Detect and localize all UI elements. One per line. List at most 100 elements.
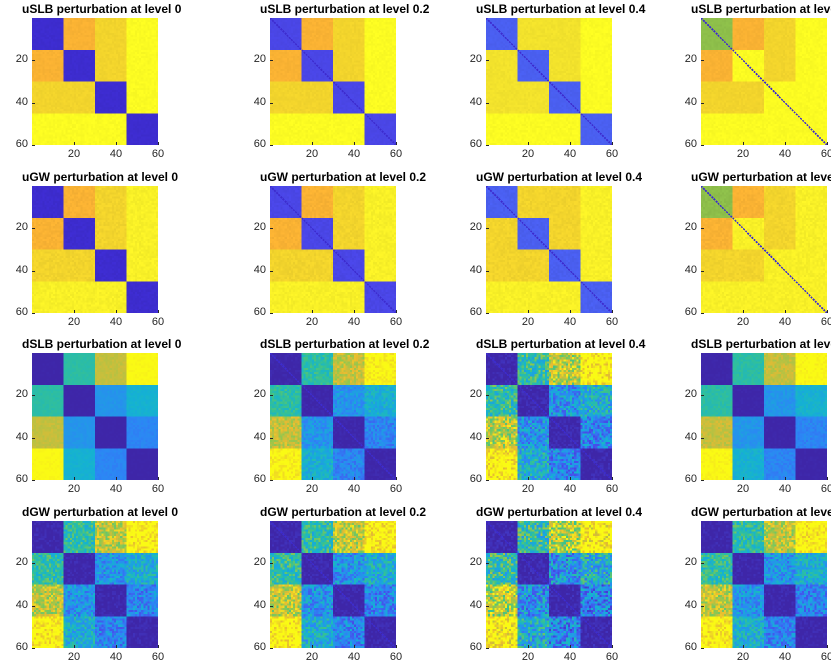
heatmap-cell — [53, 94, 56, 97]
heatmap-cell — [32, 62, 35, 65]
heatmap-cell — [38, 51, 41, 55]
heatmap-cell — [74, 70, 77, 74]
heatmap-cell — [343, 56, 346, 59]
heatmap-cell — [101, 123, 104, 127]
heatmap-cell — [301, 24, 304, 27]
heatmap-cell — [377, 45, 380, 49]
heatmap-cell — [282, 26, 286, 29]
heatmap-cell — [286, 18, 290, 21]
heatmap-cell — [107, 41, 111, 44]
heatmap-cell — [34, 119, 37, 123]
heatmap-cell — [59, 43, 62, 46]
heatmap-cell — [61, 68, 64, 72]
heatmap-cell — [354, 49, 357, 53]
heatmap-cell — [111, 53, 115, 57]
heatmap-cell — [84, 121, 87, 125]
heatmap-cell — [132, 106, 136, 110]
heatmap-cell — [305, 18, 309, 21]
heatmap-cell — [99, 22, 102, 25]
heatmap-cell — [291, 37, 294, 40]
heatmap-cell — [149, 111, 153, 114]
heatmap-cell — [44, 49, 48, 53]
heatmap-cell — [38, 34, 41, 38]
heatmap-cell — [383, 53, 386, 57]
heatmap-cell — [128, 140, 132, 144]
heatmap-cell — [379, 24, 382, 27]
heatmap-cell — [118, 53, 121, 57]
heatmap-cell — [337, 47, 340, 51]
heatmap-cell — [97, 34, 100, 38]
heatmap-cell — [145, 60, 148, 63]
heatmap-cell — [381, 47, 384, 51]
heatmap-cell — [368, 18, 372, 21]
heatmap-cell — [40, 22, 43, 25]
heatmap-cell — [111, 85, 115, 89]
heatmap-cell — [65, 39, 69, 42]
heatmap-cell — [301, 37, 304, 40]
heatmap-cell — [116, 45, 119, 49]
heatmap-cell — [40, 77, 43, 80]
heatmap-cell — [333, 22, 336, 25]
heatmap-cell — [99, 113, 102, 116]
heatmap-cell — [137, 28, 140, 32]
heatmap-cell — [61, 136, 64, 140]
heatmap-cell — [48, 134, 52, 137]
heatmap-cell — [88, 66, 92, 70]
heatmap-cell — [86, 119, 90, 123]
heatmap-cell — [38, 73, 41, 76]
heatmap-cell — [38, 92, 41, 95]
heatmap-cell — [76, 106, 79, 110]
heatmap-cell — [366, 60, 370, 63]
heatmap-cell — [61, 77, 64, 80]
heatmap-cell — [122, 87, 125, 91]
heatmap-cell — [95, 121, 98, 125]
heatmap-cell — [84, 109, 87, 112]
heatmap-cell — [330, 34, 334, 38]
heatmap-cell — [53, 53, 56, 57]
heatmap-cell — [139, 121, 142, 125]
heatmap-cell — [345, 24, 349, 27]
heatmap-cell — [128, 53, 132, 57]
heatmap-cell — [63, 41, 66, 44]
heatmap-cell — [92, 41, 96, 44]
heatmap-cell — [32, 70, 35, 74]
heatmap-cell — [143, 100, 146, 104]
heatmap-cell — [120, 20, 123, 23]
heatmap-cell — [130, 64, 134, 68]
heatmap-cell — [299, 64, 302, 68]
heatmap-cell — [107, 100, 111, 104]
heatmap-cell — [105, 62, 108, 65]
heatmap-cell — [385, 22, 388, 25]
heatmap-cell — [147, 100, 150, 104]
heatmap-cell — [69, 132, 73, 135]
heatmap-cell — [155, 109, 158, 112]
heatmap-cell — [80, 132, 83, 135]
heatmap-cell — [82, 130, 85, 133]
heatmap-cell — [42, 26, 45, 29]
heatmap-cell — [124, 134, 127, 137]
heatmap-cell — [362, 56, 365, 59]
heatmap-cell — [312, 51, 315, 55]
heatmap-cell — [69, 134, 73, 137]
heatmap-cell — [153, 89, 157, 93]
heatmap-cell — [274, 24, 277, 27]
heatmap-cell — [78, 98, 81, 101]
heatmap-cell — [130, 73, 134, 76]
heatmap-cell — [82, 128, 85, 131]
heatmap-cell — [139, 20, 142, 23]
heatmap-cell — [116, 32, 119, 36]
heatmap-cell — [377, 30, 380, 34]
heatmap-cell — [48, 136, 52, 140]
heatmap-cell — [107, 18, 111, 21]
heatmap-cell — [99, 134, 102, 137]
heatmap-cell — [383, 45, 386, 49]
heatmap-cell — [38, 121, 41, 125]
heatmap-cell — [40, 87, 43, 91]
heatmap-cell — [38, 68, 41, 72]
heatmap-cell — [288, 20, 292, 23]
heatmap-cell — [69, 81, 73, 85]
heatmap-cell — [53, 102, 56, 106]
heatmap-cell — [118, 34, 121, 38]
heatmap-cell — [71, 45, 75, 49]
heatmap-cell — [341, 45, 344, 49]
